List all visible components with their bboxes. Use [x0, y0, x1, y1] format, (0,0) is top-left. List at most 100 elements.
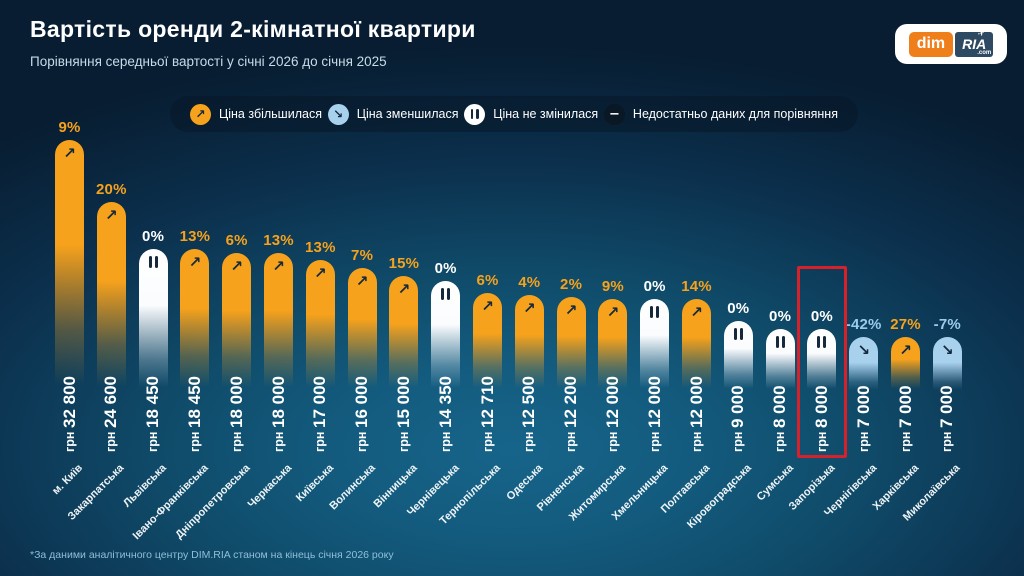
bar-column: 14% ↗ 12 000 грн Полтавська	[658, 0, 718, 576]
unit-label: грн	[856, 431, 871, 452]
region-label: Сумська	[754, 462, 796, 504]
unit-label: грн	[229, 431, 244, 452]
value-label: 32 800	[59, 376, 79, 428]
unit-label: грн	[62, 431, 77, 452]
trend-up-icon: ↗	[105, 206, 118, 224]
unit-label: грн	[187, 431, 202, 452]
bar	[431, 281, 461, 390]
value-label: 16 000	[352, 376, 372, 428]
minus-icon: −	[603, 103, 625, 125]
legend-label: Ціна не змінилася	[493, 107, 599, 121]
unit-label: грн	[564, 431, 579, 452]
legend-label: Ціна зменшилася	[356, 107, 459, 121]
value-label: 15 000	[393, 376, 413, 428]
unit-label: грн	[522, 431, 537, 452]
value-label: 18 450	[143, 376, 163, 428]
bar-column: 0% 12 000 грн Хмельницька	[609, 0, 676, 576]
unit-label: грн	[146, 431, 161, 452]
change-label: 6%	[476, 272, 499, 289]
bar-column: 6% ↗ 12 710 грн Тернопільська	[438, 0, 509, 576]
trend-up-icon: ↗	[523, 299, 536, 317]
trend-up-icon: ↗	[188, 253, 202, 271]
value-label: 12 200	[561, 376, 581, 428]
change-label: 4%	[518, 274, 541, 291]
unit-label: грн	[480, 431, 495, 452]
bar: ↗	[222, 253, 252, 390]
trend-down-icon: ↘	[857, 341, 870, 359]
trend-up-icon: ↗	[272, 257, 285, 275]
bar: ↗	[891, 337, 920, 390]
pause-icon	[139, 255, 168, 268]
legend-label: Недостатньо даних для порівняння	[632, 107, 838, 121]
bar: ↗	[264, 253, 293, 390]
trend-down-icon: ↘	[327, 103, 349, 125]
ria-logo-text: RIA	[962, 35, 987, 52]
pause-icon	[807, 335, 836, 348]
bar-column: -7% ↘ 7 000 грн Миколаївська	[901, 0, 968, 576]
trend-up-icon: ↗	[230, 257, 243, 275]
bar: ↘	[849, 337, 879, 390]
bar	[765, 329, 795, 390]
change-label: 0%	[727, 300, 750, 317]
value-label: 12 000	[686, 376, 706, 428]
value-label: 17 000	[310, 376, 330, 428]
change-label: 13%	[263, 232, 294, 249]
bar: ↗	[514, 295, 544, 390]
unit-label: грн	[605, 431, 620, 452]
region-label: Одеська	[503, 462, 545, 503]
change-label: 27%	[890, 316, 921, 333]
bar-column: 9% ↗ 32 800 грн м. Київ	[49, 0, 91, 576]
pause-icon	[431, 287, 460, 300]
trend-up-icon: ↗	[606, 303, 620, 321]
legend: ↗ Ціна збільшилася ↘ Ціна зменшилася Цін…	[170, 96, 858, 132]
change-label: 0%	[434, 260, 457, 277]
change-label: 6%	[225, 232, 248, 249]
region-label: м. Київ	[49, 462, 85, 498]
bar	[138, 249, 168, 390]
value-label: 12 000	[602, 376, 622, 428]
unit-label: грн	[898, 431, 913, 452]
page-subtitle: Порівняння середньої вартості у січні 20…	[30, 54, 387, 69]
bar: ↗	[180, 249, 210, 390]
trend-up-icon: ↗	[314, 264, 327, 282]
value-label: 8 000	[770, 385, 790, 428]
value-label: 7 000	[853, 385, 873, 428]
bar-column: 9% ↗ 12 000 грн Житомирська	[567, 0, 634, 576]
value-label: 7 000	[895, 385, 915, 428]
dimria-logo: dim ✈ RIA .com	[895, 24, 1007, 64]
change-label: 2%	[560, 276, 583, 293]
bar-column: 15% ↗ 15 000 грн Вінницька	[371, 0, 425, 576]
change-label: 20%	[95, 181, 127, 198]
pause-icon	[464, 103, 486, 125]
unit-label: грн	[355, 431, 370, 452]
change-label: -42%	[845, 316, 882, 333]
bar-column: 0% 18 450 грн Львівська	[121, 0, 174, 576]
bar: ↗	[55, 140, 84, 390]
bar-column: 13% ↗ 17 000 грн Київська	[294, 0, 341, 576]
unit-label: грн	[313, 431, 328, 452]
trend-up-icon: ↗	[355, 272, 369, 290]
highlight-box	[796, 266, 847, 458]
value-label: 9 000	[728, 385, 748, 428]
change-label: -7%	[933, 316, 961, 333]
value-label: 12 000	[644, 376, 664, 428]
change-label: 9%	[58, 119, 81, 136]
bar: ↗	[96, 202, 126, 390]
change-label: 0%	[810, 308, 833, 325]
trend-up-icon: ↗	[63, 144, 76, 162]
legend-item-decrease: ↘ Ціна зменшилася	[327, 103, 459, 125]
change-label: 13%	[304, 239, 336, 256]
unit-label: грн	[396, 431, 411, 452]
value-label: 12 710	[477, 376, 497, 428]
legend-item-no-data: − Недостатньо даних для порівняння	[603, 103, 838, 125]
change-label: 15%	[388, 255, 420, 272]
pause-icon	[724, 327, 753, 340]
bar-column: 0% 9 000 грн Кіровоградська	[685, 0, 759, 576]
trend-down-icon: ↘	[941, 341, 954, 359]
bar-column: 13% ↗ 18 000 грн Черкаська	[245, 0, 300, 576]
pause-icon	[766, 335, 795, 348]
bar	[723, 321, 753, 390]
value-label: 24 600	[101, 376, 121, 428]
change-label: 9%	[601, 278, 624, 295]
bar: ↗	[473, 293, 502, 390]
